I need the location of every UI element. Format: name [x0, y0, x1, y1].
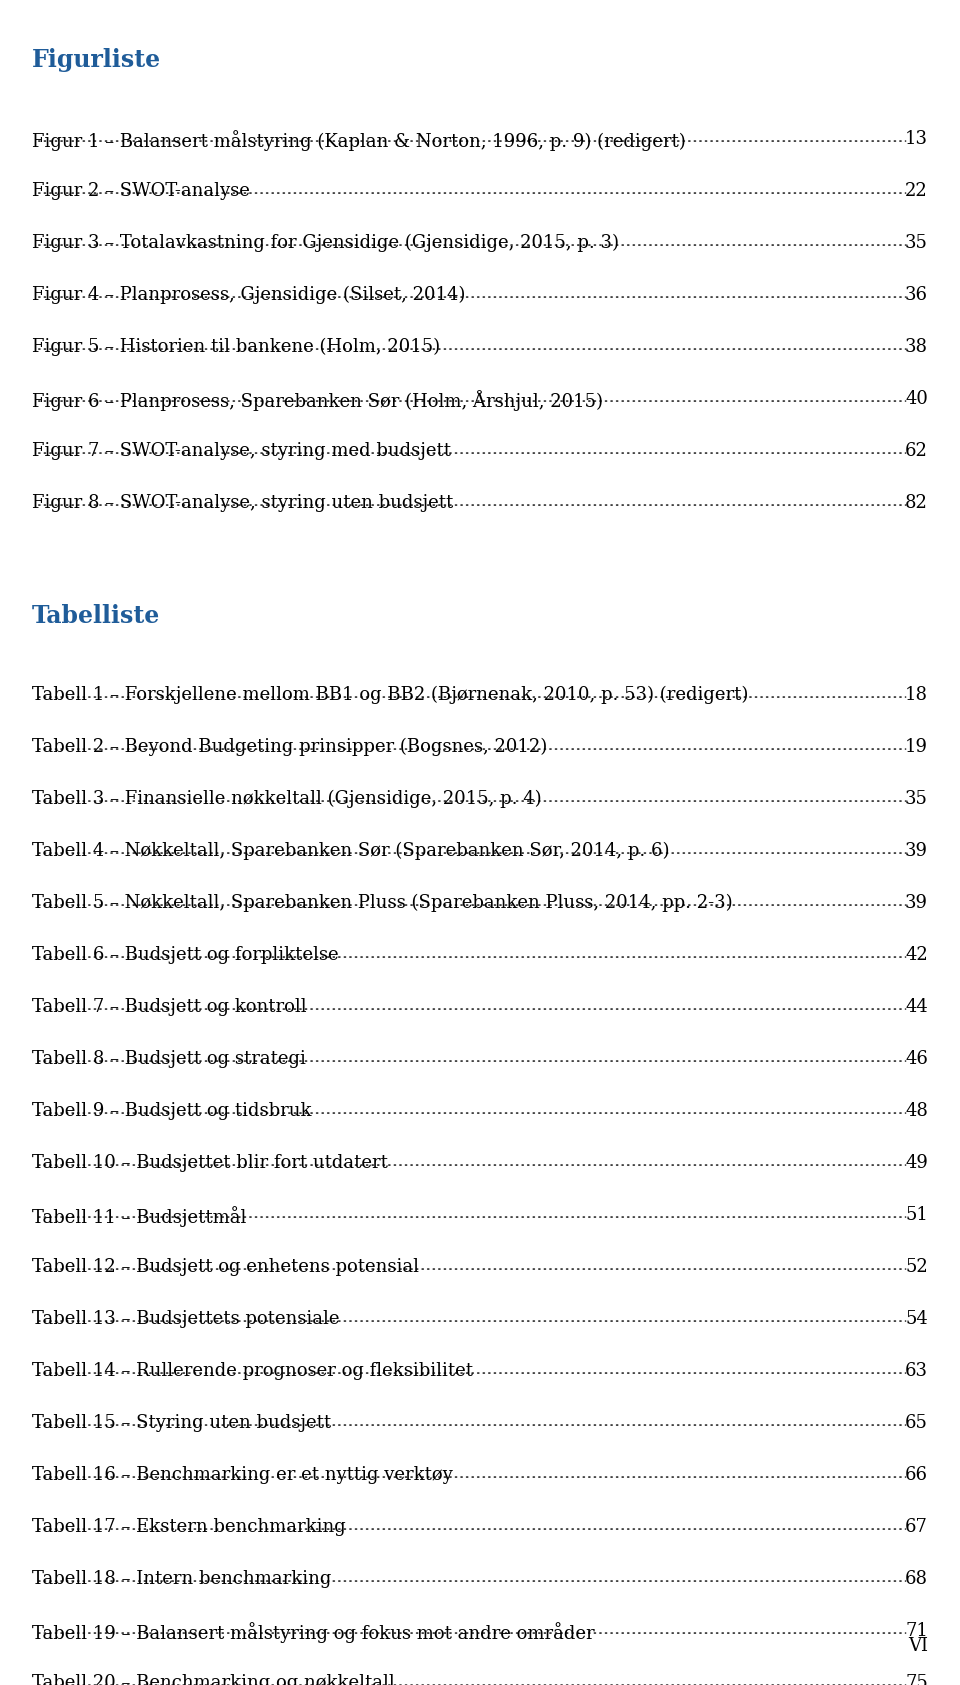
Text: 44: 44: [905, 998, 928, 1016]
Text: 48: 48: [905, 1102, 928, 1121]
Text: Tabell 8 – Budsjett og strategi: Tabell 8 – Budsjett og strategi: [32, 1050, 306, 1068]
Text: 66: 66: [905, 1466, 928, 1484]
Text: Tabell 15 – Styring uten budsjett: Tabell 15 – Styring uten budsjett: [32, 1414, 331, 1432]
Text: Tabell 12 – Budsjett og enhetens potensial: Tabell 12 – Budsjett og enhetens potensi…: [32, 1259, 419, 1276]
Text: 19: 19: [905, 738, 928, 757]
Text: Tabell 18 – Intern benchmarking: Tabell 18 – Intern benchmarking: [32, 1570, 331, 1587]
Text: 35: 35: [905, 234, 928, 253]
Text: Tabell 6 – Budsjett og forpliktelse: Tabell 6 – Budsjett og forpliktelse: [32, 945, 339, 964]
Text: 51: 51: [905, 1206, 928, 1223]
Text: 22: 22: [905, 182, 928, 201]
Text: Tabell 11 – Budsjettmål: Tabell 11 – Budsjettmål: [32, 1206, 247, 1227]
Text: Tabell 14 – Rullerende prognoser og fleksibilitet: Tabell 14 – Rullerende prognoser og flek…: [32, 1361, 473, 1380]
Text: Tabell 2 – Beyond Budgeting prinsipper (Bogsnes, 2012): Tabell 2 – Beyond Budgeting prinsipper (…: [32, 738, 547, 757]
Text: 38: 38: [905, 339, 928, 356]
Text: 68: 68: [905, 1570, 928, 1587]
Text: Tabell 4 – Nøkkeltall, Sparebanken Sør (Sparebanken Sør, 2014, p. 6): Tabell 4 – Nøkkeltall, Sparebanken Sør (…: [32, 842, 669, 861]
Text: 39: 39: [905, 895, 928, 912]
Text: Tabell 3 – Finansielle nøkkeltall (Gjensidige, 2015, p. 4): Tabell 3 – Finansielle nøkkeltall (Gjens…: [32, 790, 541, 809]
Text: Figur 1 – Balansert målstyring (Kaplan & Norton, 1996, p. 9) (redigert): Figur 1 – Balansert målstyring (Kaplan &…: [32, 130, 685, 152]
Text: 75: 75: [905, 1673, 928, 1685]
Text: 35: 35: [905, 790, 928, 809]
Text: Figur 3 – Totalavkastning for Gjensidige (Gjensidige, 2015, p. 3): Figur 3 – Totalavkastning for Gjensidige…: [32, 234, 619, 253]
Text: Figur 7 – SWOT-analyse, styring med budsjett: Figur 7 – SWOT-analyse, styring med buds…: [32, 441, 451, 460]
Text: 39: 39: [905, 842, 928, 859]
Text: 36: 36: [905, 286, 928, 303]
Text: Tabell 17 – Ekstern benchmarking: Tabell 17 – Ekstern benchmarking: [32, 1518, 346, 1537]
Text: Tabell 13 – Budsjettets potensiale: Tabell 13 – Budsjettets potensiale: [32, 1309, 340, 1328]
Text: 52: 52: [905, 1259, 928, 1276]
Text: 13: 13: [905, 130, 928, 148]
Text: 62: 62: [905, 441, 928, 460]
Text: 40: 40: [905, 389, 928, 408]
Text: 18: 18: [905, 686, 928, 704]
Text: 65: 65: [905, 1414, 928, 1432]
Text: Tabell 1 – Forskjellene mellom BB1 og BB2 (Bjørnenak, 2010, p. 53) (redigert): Tabell 1 – Forskjellene mellom BB1 og BB…: [32, 686, 749, 704]
Text: Tabell 10 – Budsjettet blir fort utdatert: Tabell 10 – Budsjettet blir fort utdater…: [32, 1154, 388, 1173]
Text: 71: 71: [905, 1623, 928, 1640]
Text: 49: 49: [905, 1154, 928, 1173]
Text: Tabell 19 – Balansert målstyring og fokus mot andre områder: Tabell 19 – Balansert målstyring og foku…: [32, 1623, 594, 1643]
Text: Figur 2 – SWOT-analyse: Figur 2 – SWOT-analyse: [32, 182, 250, 201]
Text: VI: VI: [908, 1638, 928, 1655]
Text: Figur 5 – Historien til bankene (Holm, 2015): Figur 5 – Historien til bankene (Holm, 2…: [32, 339, 440, 356]
Text: Figurliste: Figurliste: [32, 47, 161, 72]
Text: Tabell 9 – Budsjett og tidsbruk: Tabell 9 – Budsjett og tidsbruk: [32, 1102, 311, 1121]
Text: Tabell 20 – Benchmarking og nøkkeltall: Tabell 20 – Benchmarking og nøkkeltall: [32, 1673, 395, 1685]
Text: Figur 6 – Planprosess, Sparebanken Sør (Holm, Årshjul, 2015): Figur 6 – Planprosess, Sparebanken Sør (…: [32, 389, 603, 411]
Text: Tabell 16 – Benchmarking er et nyttig verktøy: Tabell 16 – Benchmarking er et nyttig ve…: [32, 1466, 453, 1484]
Text: 67: 67: [905, 1518, 928, 1537]
Text: Figur 4 – Planprosess, Gjensidige (Silset, 2014): Figur 4 – Planprosess, Gjensidige (Silse…: [32, 286, 466, 305]
Text: 82: 82: [905, 494, 928, 512]
Text: Tabell 5 – Nøkkeltall, Sparebanken Pluss (Sparebanken Pluss, 2014, pp. 2-3): Tabell 5 – Nøkkeltall, Sparebanken Pluss…: [32, 895, 732, 912]
Text: Figur 8 – SWOT-analyse, styring uten budsjett: Figur 8 – SWOT-analyse, styring uten bud…: [32, 494, 453, 512]
Text: 54: 54: [905, 1309, 928, 1328]
Text: 46: 46: [905, 1050, 928, 1068]
Text: Tabell 7 – Budsjett og kontroll: Tabell 7 – Budsjett og kontroll: [32, 998, 306, 1016]
Text: Tabelliste: Tabelliste: [32, 603, 160, 629]
Text: 42: 42: [905, 945, 928, 964]
Text: 63: 63: [905, 1361, 928, 1380]
